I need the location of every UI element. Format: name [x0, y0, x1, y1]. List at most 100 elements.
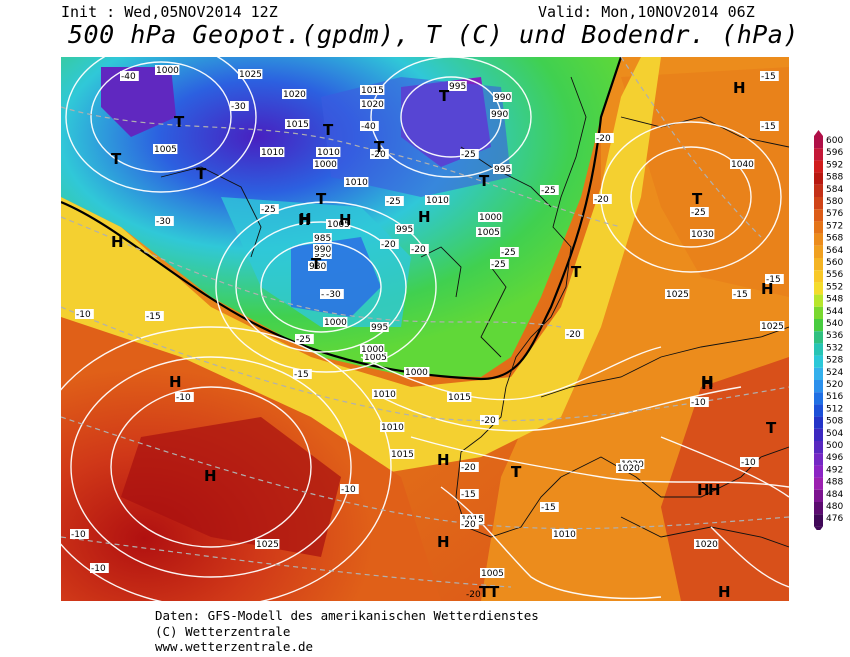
- pressure-label-bg: [285, 119, 310, 129]
- pressure-label-bg: [490, 109, 509, 119]
- high-pressure-center: H: [298, 211, 311, 229]
- temperature-label: -15: [541, 503, 556, 513]
- temperature-label: -25: [491, 260, 506, 270]
- temperature-label-bg: [90, 563, 109, 573]
- pressure-label-bg: [552, 529, 577, 539]
- temperature-label-bg: [490, 259, 509, 269]
- isotherms: [61, 57, 789, 588]
- colorbar-cell: [814, 245, 823, 258]
- colorbar-label: 532: [826, 343, 843, 353]
- pressure-label-bg: [260, 147, 285, 157]
- pressure-label-bg: [760, 321, 785, 331]
- pressure-label-bg: [425, 195, 450, 205]
- pressure-label-bg: [360, 85, 385, 95]
- temperature-label: -25: [261, 205, 276, 215]
- temperature-label-bg: [595, 133, 614, 143]
- colorbar-cell: [814, 148, 823, 161]
- pressure-label-bg: [390, 449, 415, 459]
- pressure-label: 1000: [479, 213, 502, 223]
- temperature-label: -30: [326, 290, 341, 300]
- pressure-label: 995: [494, 165, 511, 175]
- chart-title: 500 hPa Geopot.(gpdm), T (C) und Bodendr…: [68, 20, 799, 49]
- init-time: Init : Wed,05NOV2014 12Z: [61, 3, 278, 21]
- colorbar-label: 560: [826, 258, 843, 268]
- temperature-label: -20: [594, 195, 609, 205]
- pressure-label: 995: [371, 323, 388, 333]
- temperature-label: -15: [761, 122, 776, 132]
- temperature-label-bg: [155, 216, 174, 226]
- temperature-label-bg: [340, 484, 359, 494]
- temperature-label: -20: [461, 520, 476, 530]
- pressure-label-bg: [476, 227, 501, 237]
- temperature-label-bg: [410, 244, 429, 254]
- colorbar-top-arrow: [814, 130, 823, 136]
- temperature-label-bg: [500, 247, 519, 257]
- colorbar-label: 568: [826, 234, 843, 244]
- low-pressure-center: T: [316, 190, 327, 208]
- colorbar-label: 512: [826, 404, 843, 414]
- temperature-label-bg: [70, 529, 89, 539]
- colorbar-cell: [814, 258, 823, 271]
- temperature-label: -20: [411, 245, 426, 255]
- low-pressure-center: T: [766, 419, 777, 437]
- temperature-label-bg: [760, 71, 779, 81]
- colorbar-cell: [814, 209, 823, 222]
- colorbar-cell: [814, 502, 823, 515]
- colorbar-label: 484: [826, 490, 843, 500]
- footer-credits: Daten: GFS-Modell des amerikanischen Wet…: [155, 608, 539, 655]
- colorbar-label: 480: [826, 502, 843, 512]
- pressure-label-bg: [665, 289, 690, 299]
- temperature-label: -10: [176, 393, 191, 403]
- pressure-label: 1020: [617, 464, 640, 474]
- colorbar-cell: [814, 441, 823, 454]
- pressure-label-bg: [344, 177, 369, 187]
- temperature-labels: -40 -30 -40 -25 -20 -25 -30 -25 -20 -20 -10 -15 -15 -…: [70, 71, 784, 600]
- temperature-label-bg: [295, 334, 314, 344]
- colorbar-label: 476: [826, 514, 843, 524]
- temperature-label: -15: [761, 72, 776, 82]
- colorbar-cell: [814, 514, 823, 527]
- temperature-label: -30: [231, 102, 246, 112]
- temperature-label: -15: [146, 312, 161, 322]
- pressure-label: 1000: [156, 66, 179, 76]
- high-pressure-center: H: [339, 211, 352, 229]
- colorbar-cell: [814, 160, 823, 173]
- temperature-label-bg: [765, 274, 784, 284]
- pressure-label: 1010: [345, 178, 368, 188]
- colorbar-label: 524: [826, 368, 843, 378]
- temperature-label-bg: [230, 101, 249, 111]
- low-pressure-center: T: [479, 583, 490, 601]
- temperature-label: -25: [461, 150, 476, 160]
- temperature-label: -20: [466, 590, 481, 600]
- temperature-label: -20: [461, 463, 476, 473]
- colorbar-label: 596: [826, 148, 843, 158]
- pressure-label-bg: [395, 224, 414, 234]
- pressure-label: 1015: [286, 120, 309, 130]
- pressure-label: 1015: [361, 86, 384, 96]
- colorbar-label: 516: [826, 392, 843, 402]
- low-pressure-center: T: [174, 113, 185, 131]
- pressure-label: 990: [491, 110, 508, 120]
- temperature-label-bg: [740, 457, 759, 467]
- low-pressure-center: T: [511, 463, 522, 481]
- pressure-label-bg: [372, 389, 397, 399]
- footer-website: www.wetterzentrale.de: [155, 639, 314, 654]
- pressure-label: 1000: [361, 345, 384, 355]
- high-pressure-center: H: [733, 79, 746, 97]
- low-pressure-center: T: [511, 463, 522, 481]
- weather-map: 1000 102510201015101510209959909909951005…: [61, 57, 789, 601]
- colorbar-cell: [814, 392, 823, 405]
- temperature-label-bg: [690, 397, 709, 407]
- temperature-label: -20: [481, 416, 496, 426]
- temperature-label: -30: [156, 217, 171, 227]
- pressure-label: 1005: [481, 569, 504, 579]
- pressure-label: 1020: [283, 90, 306, 100]
- low-pressure-center: T: [489, 583, 500, 601]
- colorbar-cell: [814, 453, 823, 466]
- high-pressure-center: H: [111, 233, 124, 251]
- colorbar-label: 576: [826, 209, 843, 219]
- temperature-label: -25: [541, 186, 556, 196]
- pressure-label: 1010: [553, 530, 576, 540]
- purple-low-west: [101, 67, 176, 137]
